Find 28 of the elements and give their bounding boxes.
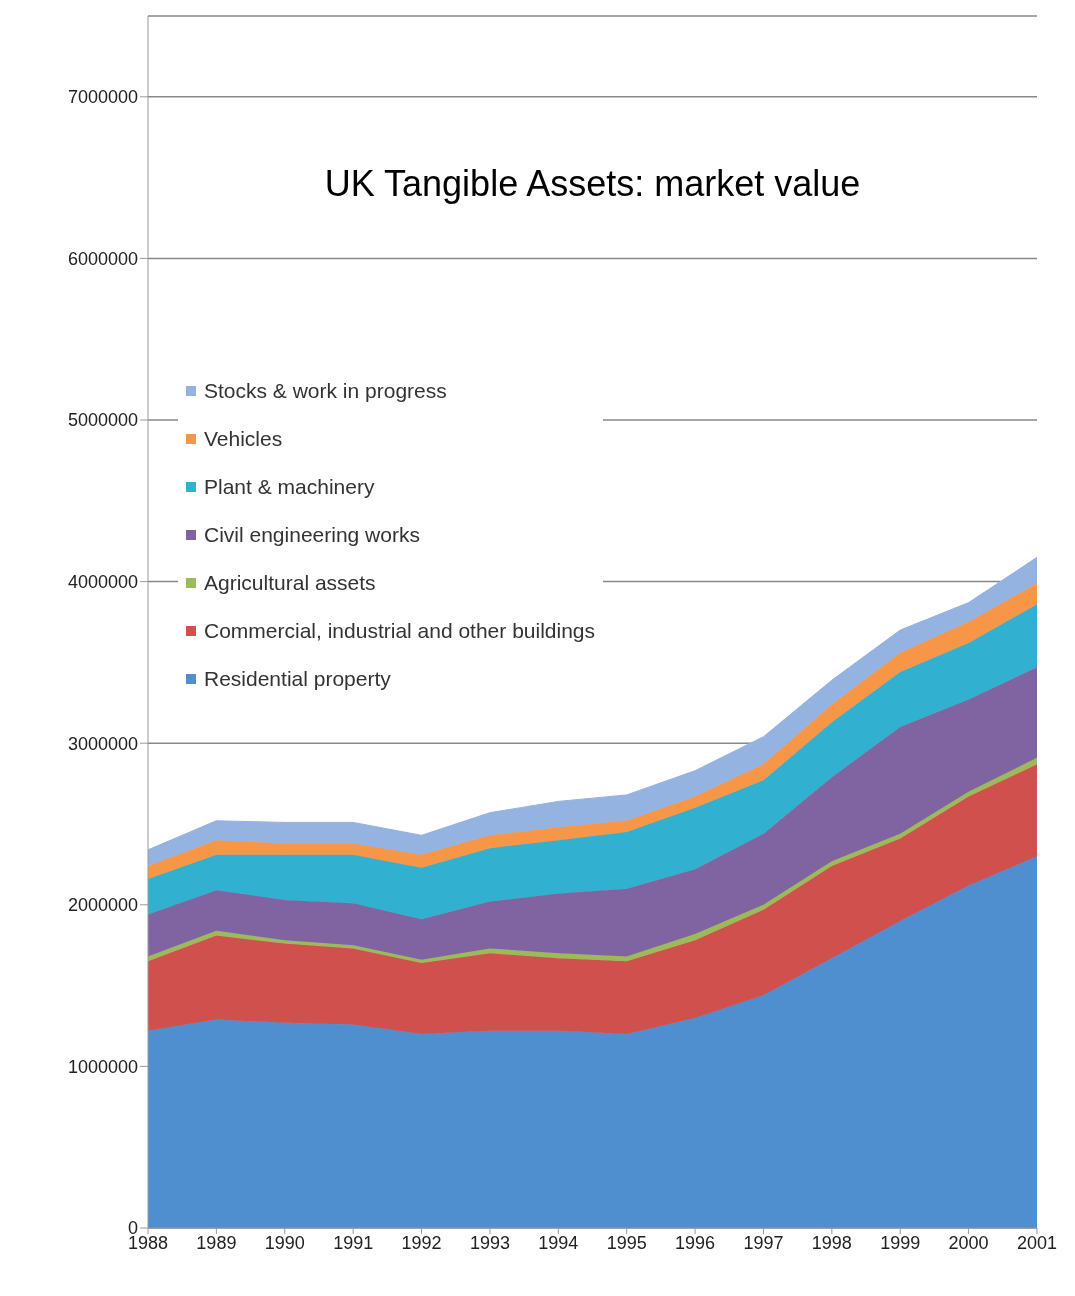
y-tick-label: 6000000 [67, 248, 138, 269]
x-tick-label: 1996 [675, 1232, 716, 1253]
legend-label: Commercial, industrial and other buildings [204, 619, 596, 643]
x-tick-label: 1989 [196, 1232, 237, 1253]
x-tick-label: 1995 [606, 1232, 647, 1253]
x-tick-label: 1997 [743, 1232, 784, 1253]
x-tick-label: 1993 [469, 1232, 510, 1253]
legend-label: Civil engineering works [204, 523, 420, 547]
x-tick-label: 1998 [811, 1232, 852, 1253]
y-tick-label: 1000000 [67, 1056, 138, 1077]
legend-label: Plant & machinery [204, 475, 375, 499]
legend-label: Agricultural assets [204, 571, 376, 595]
x-tick-label: 1991 [333, 1232, 374, 1253]
x-tick-label: 2001 [1016, 1232, 1058, 1253]
y-tick-label: 7000000 [67, 87, 138, 108]
y-tick-label: 2000000 [67, 895, 138, 916]
y-tick-label: 5000000 [67, 410, 138, 431]
legend-label: Residential property [204, 667, 391, 691]
x-tick-label: 2000 [948, 1232, 989, 1253]
legend-label: Vehicles [204, 427, 283, 451]
text: UK Tangible Assets: market value [323, 163, 862, 205]
legend-label: Stocks & work in progress [204, 379, 447, 403]
x-tick-label: 1994 [538, 1232, 579, 1253]
x-tick-label: 1999 [880, 1232, 921, 1253]
y-tick-label: 3000000 [67, 733, 138, 754]
x-tick-label: 1992 [401, 1232, 442, 1253]
y-tick-label: 4000000 [67, 571, 138, 592]
x-tick-label: 1990 [264, 1232, 305, 1253]
